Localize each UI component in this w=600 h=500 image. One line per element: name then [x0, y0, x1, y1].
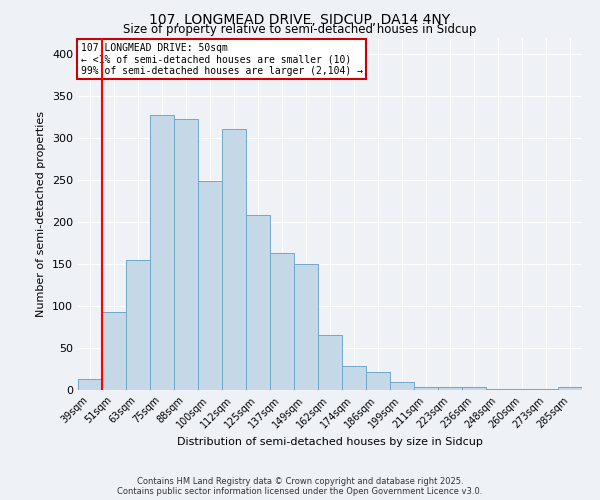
Text: 107, LONGMEAD DRIVE, SIDCUP, DA14 4NY: 107, LONGMEAD DRIVE, SIDCUP, DA14 4NY [149, 12, 451, 26]
Bar [318, 336, 342, 390]
Text: 107 LONGMEAD DRIVE: 50sqm
← <1% of semi-detached houses are smaller (10)
99% of : 107 LONGMEAD DRIVE: 50sqm ← <1% of semi-… [80, 43, 362, 76]
Bar [558, 386, 582, 390]
Bar [510, 389, 534, 390]
Bar [246, 214, 270, 390]
Text: Contains HM Land Registry data © Crown copyright and database right 2025.
Contai: Contains HM Land Registry data © Crown c… [118, 476, 482, 496]
Y-axis label: Number of semi-detached properties: Number of semi-detached properties [37, 111, 46, 317]
Bar [222, 129, 246, 390]
Bar [174, 119, 198, 390]
Bar [438, 388, 462, 390]
Bar [342, 366, 366, 390]
Bar [462, 388, 486, 390]
Bar [78, 379, 102, 390]
Bar [102, 312, 126, 390]
Bar [486, 389, 510, 390]
Bar [150, 114, 174, 390]
Bar [126, 260, 150, 390]
Bar [366, 372, 390, 390]
Bar [414, 386, 438, 390]
Bar [390, 382, 414, 390]
Bar [294, 264, 318, 390]
Bar [270, 253, 294, 390]
Bar [534, 389, 558, 390]
X-axis label: Distribution of semi-detached houses by size in Sidcup: Distribution of semi-detached houses by … [177, 436, 483, 446]
Bar [198, 181, 222, 390]
Text: Size of property relative to semi-detached houses in Sidcup: Size of property relative to semi-detach… [124, 22, 476, 36]
